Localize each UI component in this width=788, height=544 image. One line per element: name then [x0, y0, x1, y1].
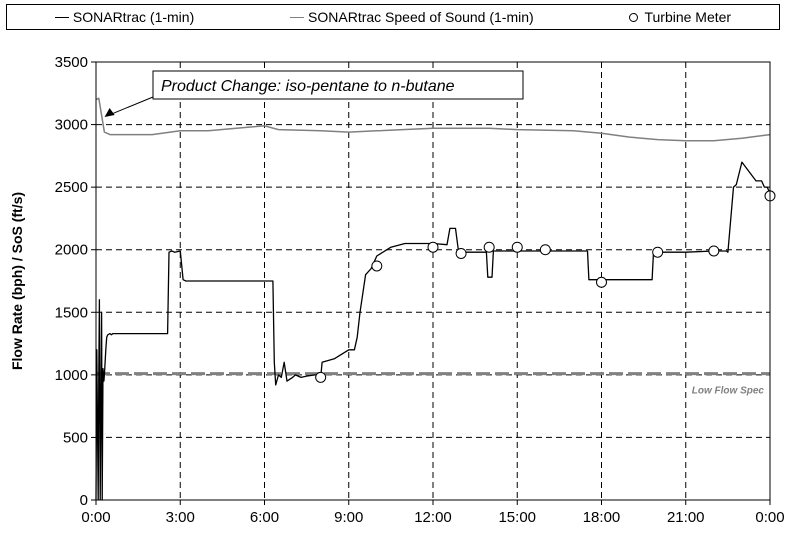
y-axis-label: Flow Rate (bph) / SoS (ft/s) — [9, 192, 25, 370]
tick-labels: 0:00 3:00 6:00 9:00 12:00 15:00 18:00 21:00 0:00… — [55, 54, 785, 526]
legend-line-gray-swatch — [290, 16, 305, 18]
y-tick-label: 1000 — [55, 367, 88, 384]
y-tick-label: 1500 — [55, 304, 88, 321]
x-tick-label: 18:00 — [583, 509, 621, 526]
x-tick-label: 12:00 — [414, 509, 452, 526]
grid-lines — [96, 62, 770, 500]
turbine-meter-point — [708, 245, 720, 257]
chart-legend: SONARtrac (1-min) SONARtrac Speed of Sou… — [6, 4, 780, 30]
legend-item-sos: SONARtrac Speed of Sound (1-min) — [290, 9, 534, 25]
annotation-arrow-head — [104, 108, 115, 118]
turbine-meter-point — [315, 371, 327, 383]
y-tick-label: 2500 — [55, 179, 88, 196]
y-tick-label: 3500 — [55, 54, 88, 71]
x-tick-label: 9:00 — [334, 509, 363, 526]
series-line-flow — [95, 161, 771, 501]
y-tick-label: 2000 — [55, 242, 88, 259]
turbine-meter-point — [455, 247, 467, 259]
legend-circle-marker — [629, 12, 639, 22]
annotations: Product Change: iso-pentane to n-butane L… — [104, 70, 765, 396]
legend-line-swatch — [54, 16, 69, 18]
x-tick-label: 15:00 — [498, 509, 536, 526]
x-tick-label: 6:00 — [250, 509, 279, 526]
x-tick-label: 0:00 — [755, 509, 784, 526]
turbine-meter-point — [483, 241, 495, 253]
series-line-sos — [95, 97, 771, 142]
legend-label-turbine: Turbine Meter — [644, 9, 732, 25]
legend-label-sos: SONARtrac Speed of Sound (1-min) — [308, 9, 534, 25]
legend-item-flow: SONARtrac (1-min) — [54, 9, 195, 25]
annotation-low-flow-spec: Low Flow Spec — [692, 385, 765, 396]
y-tick-label: 0 — [80, 492, 88, 509]
annotation-product-change: Product Change: iso-pentane to n-butane — [161, 78, 455, 95]
turbine-meter-point — [596, 276, 607, 288]
turbine-meter-point — [371, 260, 383, 272]
turbine-meter-point — [539, 244, 551, 256]
x-tick-label: 0:00 — [81, 509, 110, 526]
y-tick-label: 500 — [63, 429, 88, 446]
legend-label-flow: SONARtrac (1-min) — [72, 9, 195, 25]
annotation-arrow — [106, 96, 154, 117]
x-tick-label: 3:00 — [166, 509, 195, 526]
x-tick-label: 21:00 — [667, 509, 705, 526]
legend-item-turbine: Turbine Meter — [629, 9, 731, 25]
annotation-box — [152, 70, 524, 100]
turbine-meter-point — [652, 246, 664, 258]
y-tick-label: 3000 — [55, 117, 88, 134]
series-layer — [95, 97, 776, 501]
turbine-meter-point — [511, 241, 523, 253]
turbine-meter-point — [427, 241, 439, 253]
